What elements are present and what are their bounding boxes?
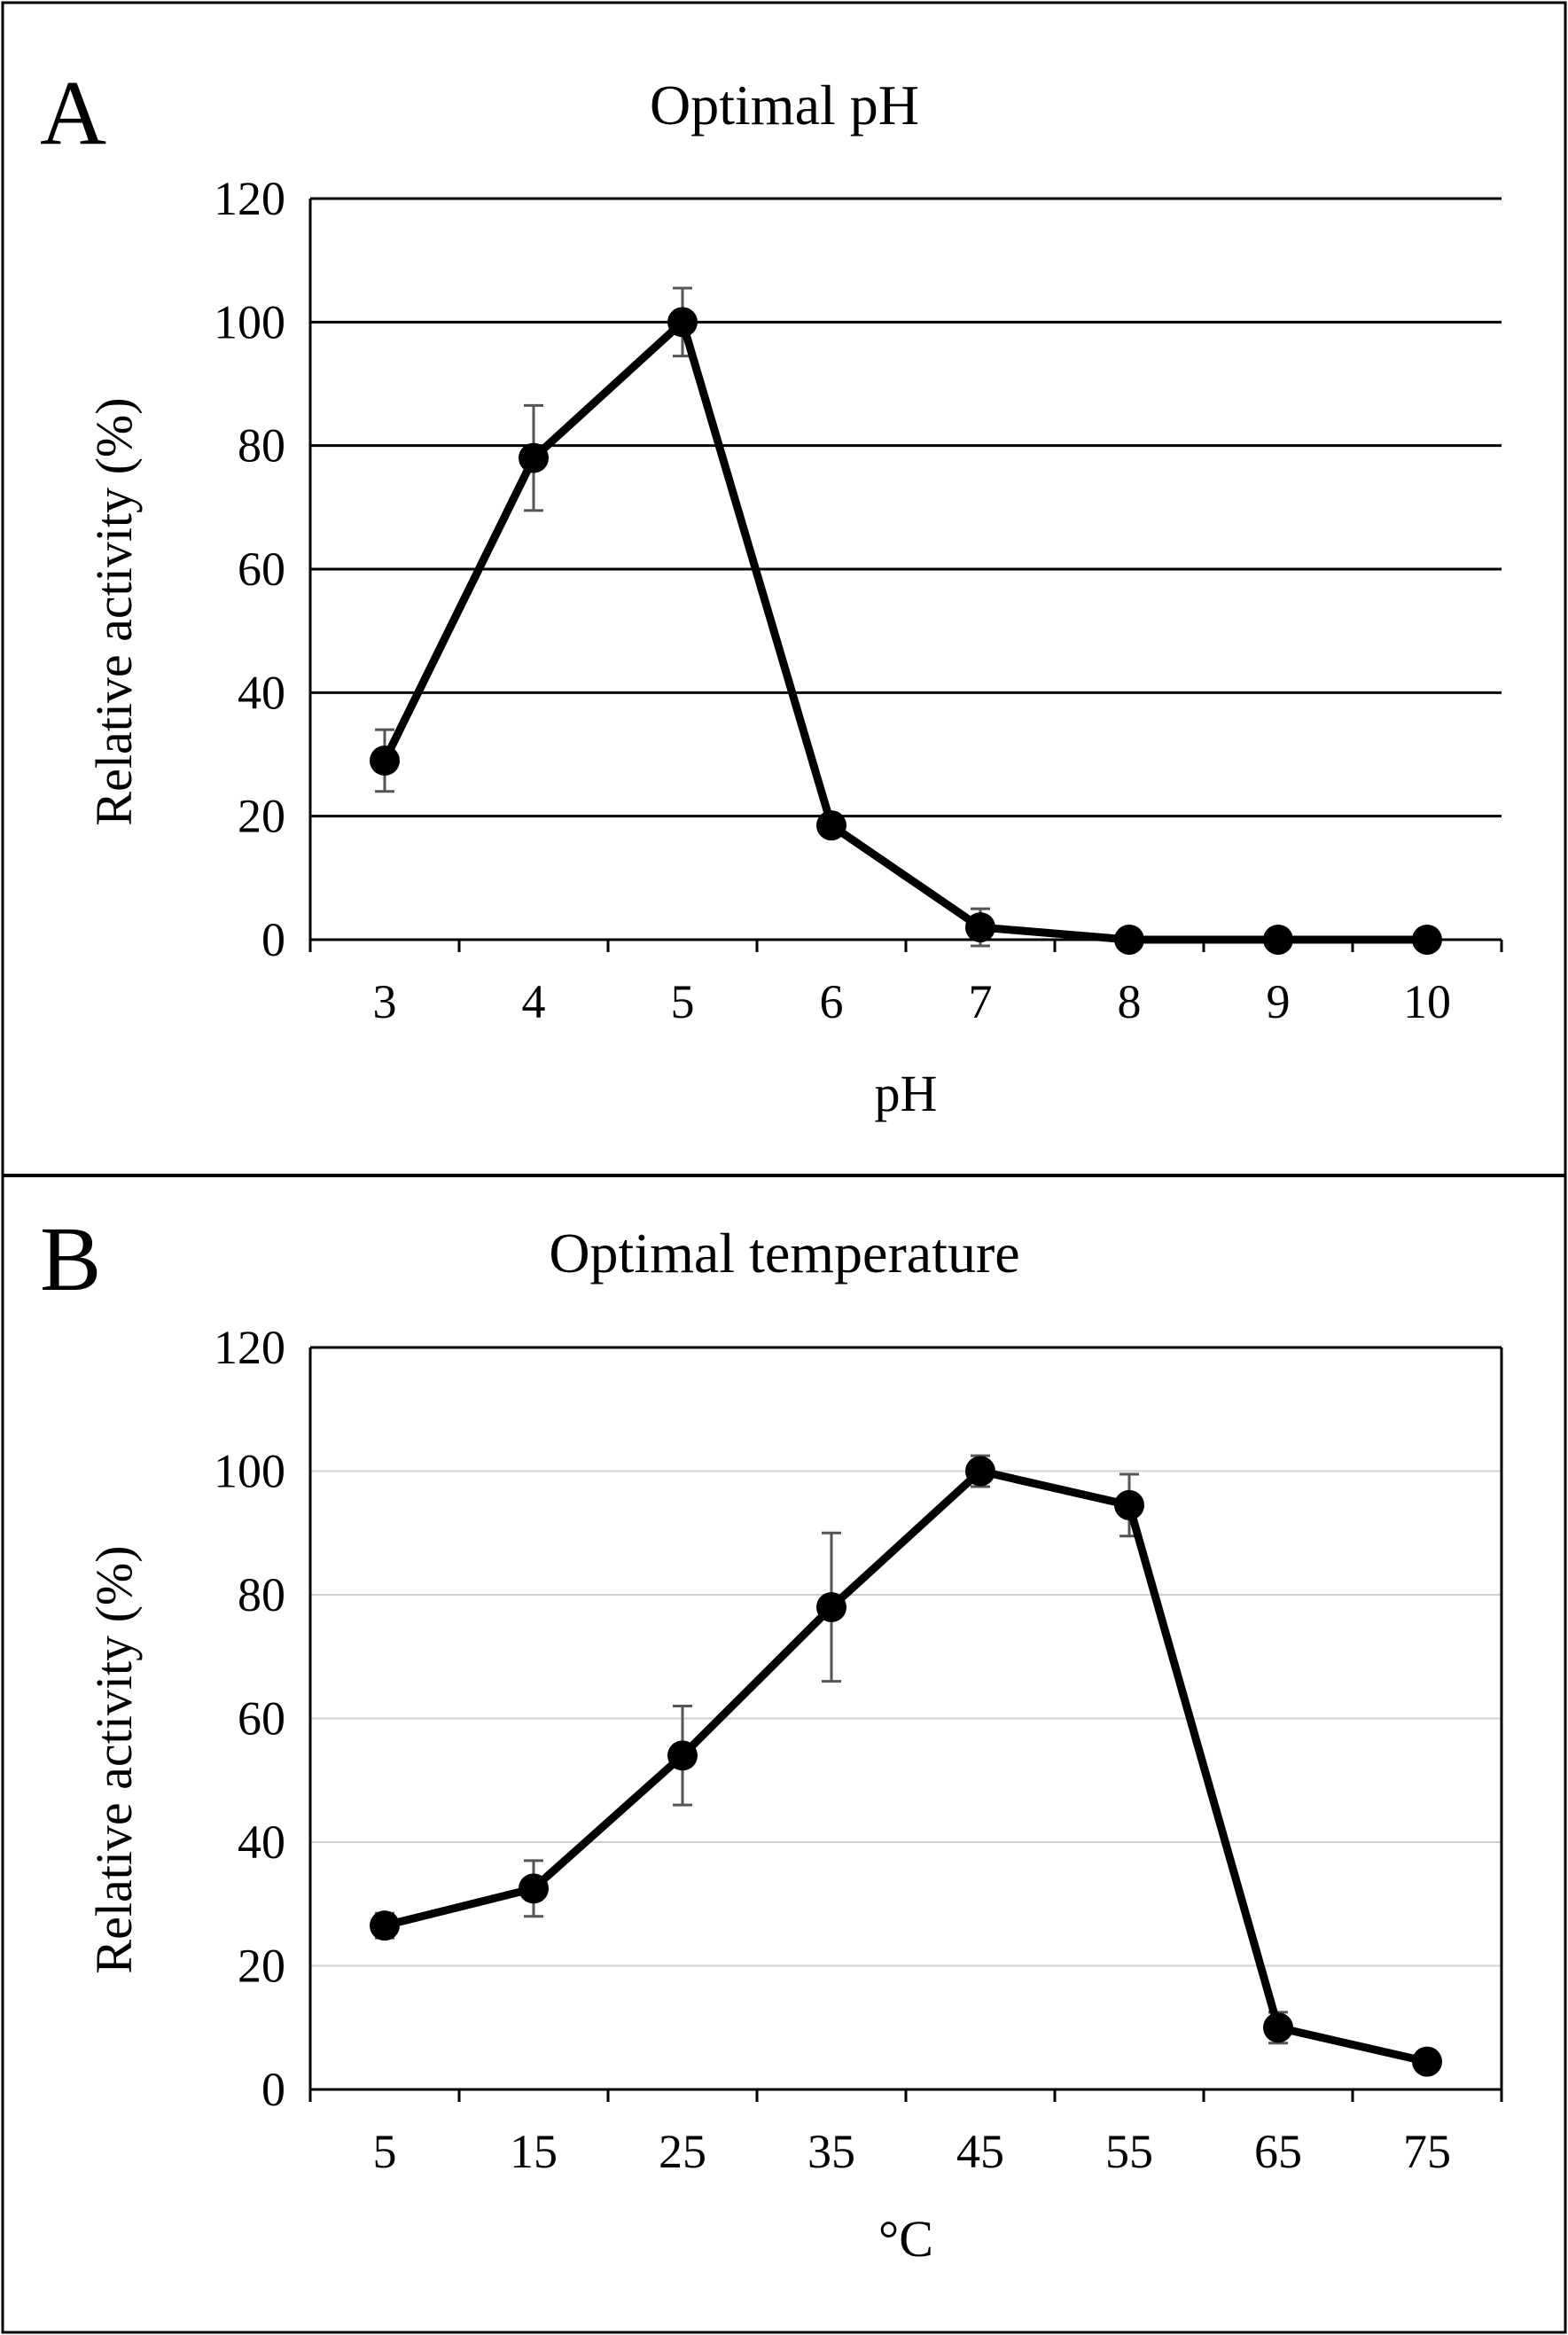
panel-b-series xyxy=(370,1456,1442,2077)
y-tick-label: 80 xyxy=(238,419,285,472)
x-tick-label: 5 xyxy=(373,2125,397,2178)
panel-a-x-axis-label: pH xyxy=(875,1065,938,1122)
panel-b-x-axis-label: °C xyxy=(878,2210,933,2268)
y-tick-label: 120 xyxy=(214,172,285,225)
x-tick-label: 8 xyxy=(1118,975,1142,1028)
data-point xyxy=(519,442,549,473)
x-tick-label: 7 xyxy=(969,975,993,1028)
panel-b: B Optimal temperature Relative activity … xyxy=(40,1208,1503,2268)
x-tick-label: 75 xyxy=(1403,2125,1451,2178)
x-tick-label: 9 xyxy=(1267,975,1291,1028)
data-point xyxy=(965,1456,995,1487)
x-tick-label: 6 xyxy=(820,975,844,1028)
data-point xyxy=(667,1740,698,1771)
panel-b-y-axis-label: Relative activity (%) xyxy=(85,1545,143,1973)
panel-a-axes xyxy=(308,199,1503,952)
y-tick-label: 20 xyxy=(238,790,285,843)
data-point xyxy=(1412,2046,1442,2077)
y-tick-label: 40 xyxy=(238,1816,285,1869)
data-point xyxy=(965,912,995,943)
x-tick-label: 25 xyxy=(659,2125,706,2178)
y-tick-label: 60 xyxy=(238,543,285,596)
data-point xyxy=(816,810,846,841)
x-tick-label: 45 xyxy=(956,2125,1004,2178)
x-tick-label: 5 xyxy=(671,975,695,1028)
data-point xyxy=(1412,925,1442,955)
panel-a: A Optimal pH Relative activity (%) pH 0 2… xyxy=(40,62,1503,1122)
panel-a-series xyxy=(370,307,1442,955)
panel-b-x-tick-labels: 5 15 25 35 45 55 65 75 xyxy=(373,2125,1452,2178)
panel-b-error-bars xyxy=(375,1454,1437,2070)
y-tick-label: 120 xyxy=(214,1321,285,1374)
y-tick-label: 0 xyxy=(261,913,285,966)
data-point xyxy=(370,1910,400,1941)
x-tick-label: 65 xyxy=(1254,2125,1302,2178)
panel-a-grid xyxy=(310,197,1502,818)
data-point xyxy=(370,745,400,776)
panel-letter-a: A xyxy=(40,62,106,164)
panel-a-title: Optimal pH xyxy=(650,74,919,137)
series-line xyxy=(380,317,1427,944)
data-point xyxy=(1114,925,1144,955)
series-line xyxy=(383,1467,1429,2066)
y-tick-label: 80 xyxy=(238,1568,285,1621)
data-point xyxy=(816,1591,846,1622)
y-tick-label: 100 xyxy=(214,295,285,348)
y-tick-label: 0 xyxy=(261,2063,285,2116)
data-point xyxy=(1263,2012,1293,2043)
data-point xyxy=(1263,925,1293,955)
x-tick-label: 55 xyxy=(1105,2125,1153,2178)
panel-b-title: Optimal temperature xyxy=(549,1222,1019,1285)
data-point xyxy=(667,307,698,338)
panel-b-grid xyxy=(310,1470,1502,1967)
panel-a-error-bars xyxy=(375,286,990,948)
panel-a-y-tick-labels: 0 20 40 60 80 100 120 xyxy=(214,172,285,966)
x-tick-label: 10 xyxy=(1403,975,1451,1028)
data-point xyxy=(519,1873,549,1904)
panel-b-y-tick-labels: 0 20 40 60 80 100 120 xyxy=(214,1321,285,2116)
panel-a-x-tick-labels: 3 4 5 6 7 8 9 10 xyxy=(373,975,1452,1028)
x-tick-label: 4 xyxy=(522,975,546,1028)
y-tick-label: 100 xyxy=(214,1445,285,1498)
panel-letter-b: B xyxy=(40,1208,101,1310)
data-point xyxy=(1114,1489,1144,1520)
x-tick-label: 3 xyxy=(373,975,397,1028)
panel-a-y-axis-label: Relative activity (%) xyxy=(85,397,143,825)
y-tick-label: 60 xyxy=(238,1692,285,1745)
x-tick-label: 35 xyxy=(807,2125,855,2178)
x-tick-label: 15 xyxy=(510,2125,558,2178)
panel-b-axes xyxy=(308,1346,1503,2102)
y-tick-label: 40 xyxy=(238,666,285,719)
y-tick-label: 20 xyxy=(238,1940,285,1993)
